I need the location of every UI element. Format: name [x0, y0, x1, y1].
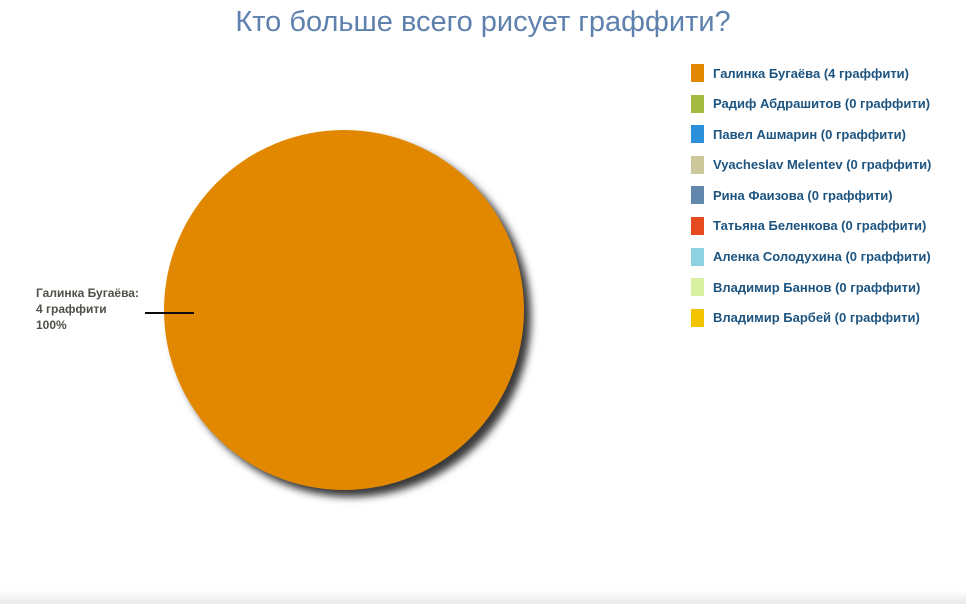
legend-swatch-icon [691, 278, 704, 297]
legend-item-label: Рина Фаизова (0 граффити) [713, 187, 893, 203]
legend-swatch-icon [691, 308, 704, 327]
callout-leader-line [145, 312, 194, 314]
legend-item-label: Vyacheslav Melentev (0 граффити) [713, 157, 932, 173]
slice-callout-name: Галинка Бугаёва: [36, 286, 139, 300]
legend-item-galinka-bugaeva[interactable]: Галинка Бугаёва (4 граффити) [691, 64, 931, 82]
legend-item-label: Радиф Абдрашитов (0 граффити) [713, 96, 931, 112]
footer-gradient-strip [0, 590, 966, 604]
pie-slice-galinka[interactable] [164, 130, 524, 490]
legend-swatch-icon [691, 125, 704, 144]
slice-callout-value: 4 граффити [36, 302, 107, 316]
legend-item-pavel-ashmarin[interactable]: Павел Ашмарин (0 граффити) [691, 125, 931, 144]
legend-item-vladimir-bannov[interactable]: Владимир Баннов (0 граффити) [691, 278, 931, 297]
chart-legend: Галинка Бугаёва (4 граффити) Радиф Абдра… [691, 64, 931, 339]
legend-item-label: Владимир Барбей (0 граффити) [713, 310, 920, 326]
legend-swatch-icon [691, 216, 704, 235]
legend-item-vyacheslav-melentev[interactable]: Vyacheslav Melentev (0 граффити) [691, 155, 932, 174]
legend-swatch-icon [691, 94, 704, 113]
legend-item-tatyana-belenkova[interactable]: Татьяна Беленкова (0 граффити) [691, 216, 931, 235]
legend-item-label: Владимир Баннов (0 граффити) [713, 279, 921, 295]
legend-item-label: Галинка Бугаёва (4 граффити) [713, 65, 910, 81]
legend-swatch-icon [691, 186, 704, 205]
legend-item-radif-abdrashitov[interactable]: Радиф Абдрашитов (0 граффити) [691, 94, 931, 113]
legend-item-label: Павел Ашмарин (0 граффити) [713, 126, 906, 142]
legend-item-label: Татьяна Беленкова (0 граффити) [713, 218, 927, 234]
legend-swatch-icon [691, 64, 704, 82]
chart-title: Кто больше всего рисует граффити? [235, 6, 731, 38]
legend-swatch-icon [691, 155, 704, 174]
legend-item-rina-faizova[interactable]: Рина Фаизова (0 граффити) [691, 186, 931, 205]
legend-item-label: Аленка Солодухина (0 граффити) [713, 249, 931, 265]
legend-swatch-icon [691, 247, 704, 266]
legend-item-alenka-solodukhina[interactable]: Аленка Солодухина (0 граффити) [691, 247, 931, 266]
slice-callout-percent: 100% [36, 318, 67, 332]
slice-callout-label: Галинка Бугаёва: 4 граффити 100% [36, 285, 139, 333]
legend-item-vladimir-barbey[interactable]: Владимир Барбей (0 граффити) [691, 308, 931, 327]
